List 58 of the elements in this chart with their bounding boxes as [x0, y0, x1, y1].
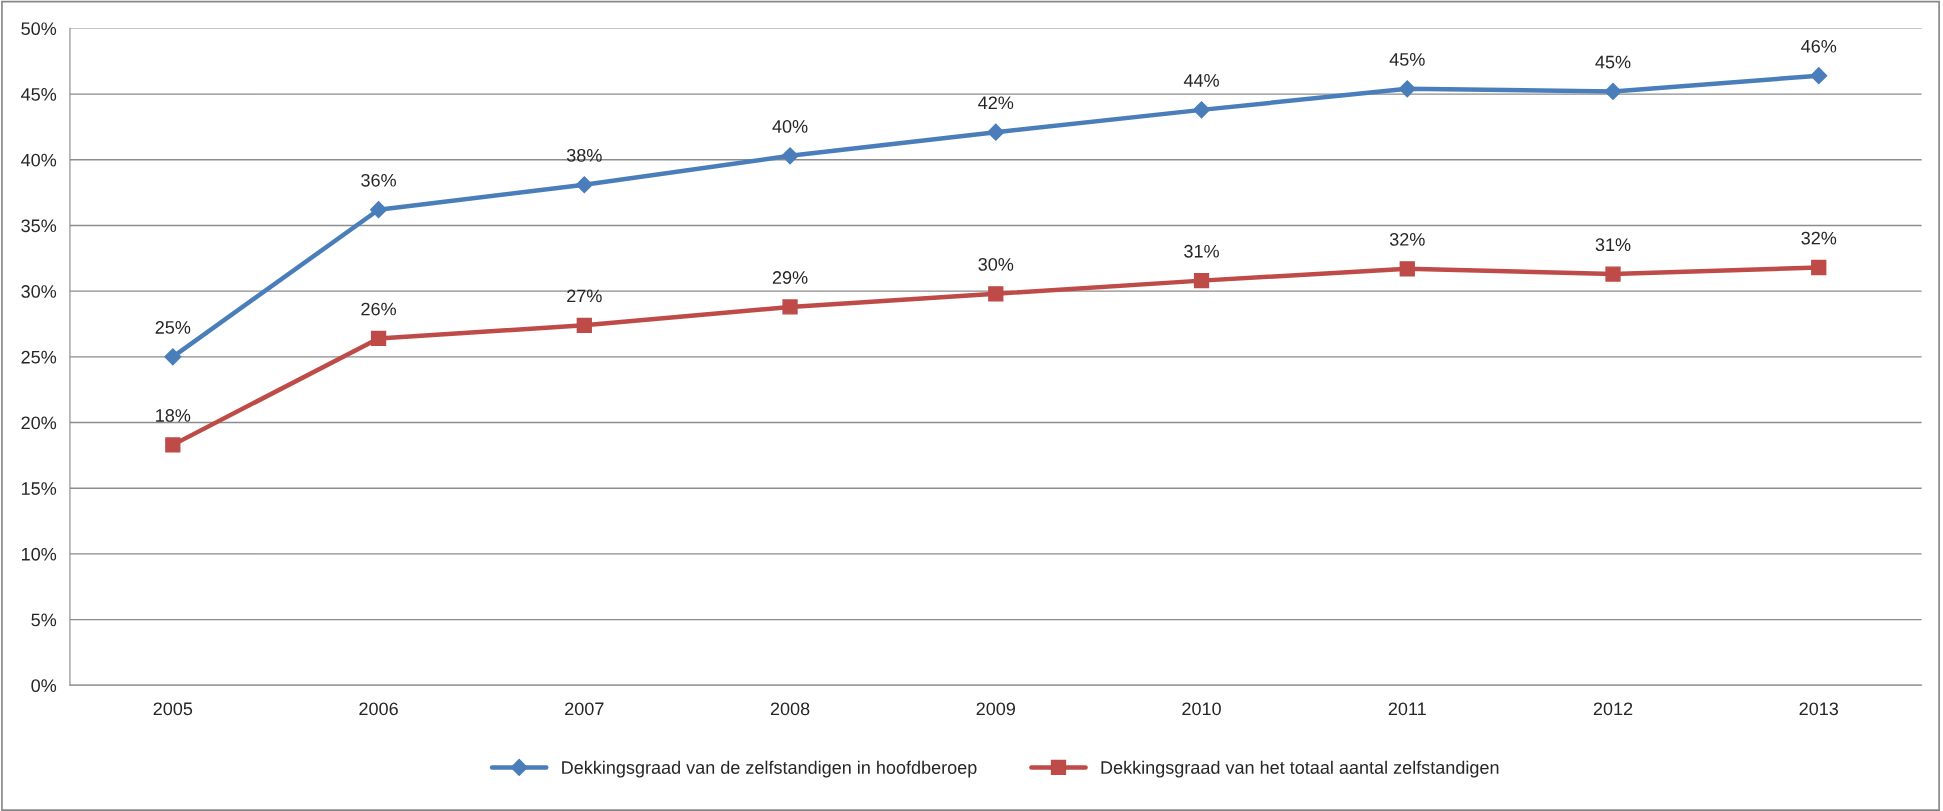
point — [1605, 266, 1621, 282]
y-tick-label: 10% — [21, 547, 57, 561]
x-tick-label: 2011 — [1388, 702, 1426, 716]
x-tick-label: 2010 — [1182, 702, 1221, 716]
y-tick-label: 15% — [21, 482, 57, 495]
data-label: 44% — [1183, 74, 1219, 87]
data-label: 38% — [566, 148, 602, 162]
point — [1192, 101, 1211, 119]
point — [1810, 67, 1828, 85]
y-tick-label: 5% — [31, 613, 57, 627]
x-tick-label: 2013 — [1799, 702, 1839, 716]
point — [576, 317, 592, 333]
x-tick-label: 2008 — [770, 702, 810, 716]
data-label: 45% — [1389, 53, 1425, 66]
data-label: 40% — [772, 120, 808, 133]
point — [575, 176, 593, 194]
data-label: 46% — [1801, 39, 1837, 53]
y-tick-label: 40% — [21, 153, 57, 167]
data-label: 36% — [361, 173, 396, 187]
x-tick-label: 2007 — [565, 702, 604, 716]
data-label: 32% — [1389, 233, 1425, 246]
data-label: 31% — [1184, 244, 1219, 258]
point — [1604, 82, 1622, 101]
data-label: 30% — [978, 257, 1014, 271]
point — [165, 437, 181, 453]
data-label: 27% — [567, 289, 602, 303]
x-tick-label: 2009 — [976, 702, 1016, 716]
data-label: 25% — [155, 321, 191, 334]
y-tick-label: 45% — [21, 88, 57, 101]
y-tick-label: 30% — [21, 285, 57, 298]
legend-label: Dekkingsgraad van de zelfstandigen in hoofdberoep — [562, 760, 977, 778]
point — [987, 123, 1005, 141]
point — [781, 147, 799, 165]
data-label: 18% — [156, 409, 191, 422]
point — [988, 286, 1004, 302]
point — [1811, 259, 1827, 276]
data-label: 29% — [772, 271, 808, 284]
point — [370, 330, 387, 347]
point — [164, 348, 182, 366]
point — [782, 299, 798, 315]
data-label: 45% — [1595, 55, 1631, 69]
y-tick-label: 0% — [31, 679, 57, 693]
data-label: 26% — [361, 302, 396, 316]
y-tick-label: 20% — [21, 416, 57, 430]
data-label: 42% — [978, 96, 1014, 110]
point — [1398, 80, 1416, 98]
data-label: 32% — [1801, 231, 1837, 245]
legend-label: Dekkingsgraad van het totaal aantal zelfstandigen — [1101, 760, 1499, 778]
point — [370, 201, 388, 219]
point — [1193, 272, 1210, 289]
point — [1399, 261, 1415, 277]
x-tick-label: 2006 — [359, 702, 398, 716]
x-tick-label: 2012 — [1593, 702, 1633, 716]
data-label: 31% — [1595, 238, 1631, 252]
y-tick-label: 25% — [21, 350, 57, 364]
y-tick-label: 50% — [21, 22, 57, 36]
y-tick-label: 35% — [21, 219, 57, 233]
x-tick-label: 2005 — [153, 702, 193, 716]
